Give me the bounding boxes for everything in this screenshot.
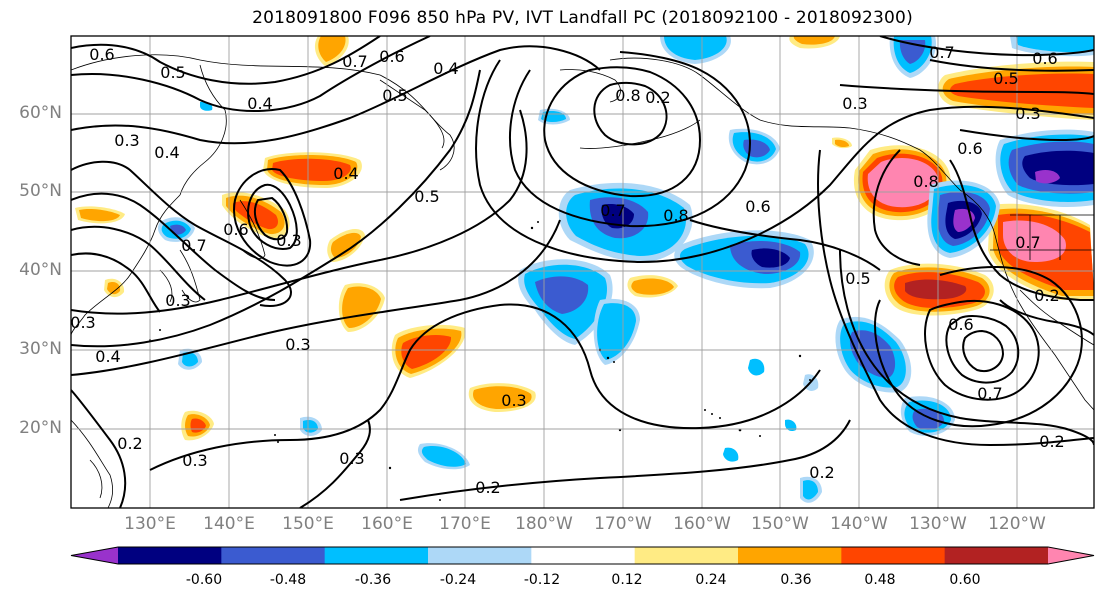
coastlines [71,54,1094,508]
lon-label: 120°W [988,514,1046,534]
ivt-contours [71,36,1094,508]
colorbar-tick-label: -0.60 [185,572,223,588]
colorbar-swatch [531,547,636,564]
colorbar-tick-label: -0.24 [439,572,477,588]
lon-label: 130°W [909,514,967,534]
lon-label: 130°E [124,514,176,534]
contour-label: 0.6 [223,220,248,239]
pv-shading [75,36,1094,503]
contour-label: 0.2 [645,88,670,107]
contour-label: 0.3 [114,131,139,150]
colorbar-swatch [118,547,222,564]
colorbar-swatch [324,547,429,564]
contour-label: 0.5 [160,63,185,82]
contour-label: 0.7 [600,201,625,220]
lon-label: 150°E [282,514,334,534]
colorbar-swatch [428,547,532,564]
contour-label: 0.5 [382,86,407,105]
lat-label: 40°N [19,260,62,280]
contour-label: 0.5 [845,269,870,288]
colorbar-swatch [944,547,1049,564]
contour-label: 0.3 [70,313,95,332]
contour-label: 0.2 [809,463,834,482]
colorbar-tick-label: -0.36 [354,572,392,588]
contour-label: 0.4 [433,59,458,78]
colorbar-tick-label: -0.48 [269,572,307,588]
lon-label: 160°E [361,514,413,534]
contour-label: 0.4 [247,94,272,113]
contour-label: 0.2 [475,478,500,497]
contour-label: 0.7 [181,236,206,255]
contour-label: 0.8 [663,206,688,225]
lon-label: 160°W [673,514,731,534]
contour-label: 0.2 [1039,432,1064,451]
contour-label: 0.7 [929,43,954,62]
contour-label: 0.8 [615,86,640,105]
contour-label: 0.3 [165,291,190,310]
colorbar-outline [70,546,1095,565]
colorbar-tick-label: 0.48 [864,572,896,588]
colorbar-tick-label: 0.36 [780,572,812,588]
contour-label: 0.4 [333,164,358,183]
lat-label: 30°N [19,339,62,359]
colorbar-tick-label: 0.24 [695,572,727,588]
contour-label: 0.3 [339,449,364,468]
contour-label: 0.7 [342,52,367,71]
colorbar-tick-label: 0.60 [949,572,981,588]
contour-label: 0.2 [117,434,142,453]
contour-label: 0.6 [745,197,770,216]
contour-label: 0.3 [285,335,310,354]
contour-label: 0.7 [1015,233,1040,252]
contour-label: 0.4 [95,347,120,366]
contour-label: 0.6 [957,139,982,158]
contour-label: 0.7 [977,384,1002,403]
colorbar-tick-label: -0.12 [523,572,561,588]
map-title: 2018091800 F096 850 hPa PV, IVT Landfall… [252,8,913,28]
colorbar-swatch [841,547,946,564]
contour-label: 0.5 [414,187,439,206]
lon-label: 170°W [594,514,652,534]
contour-label: 0.3 [182,451,207,470]
contour-label: 0.6 [89,45,114,64]
lon-label: 150°W [751,514,809,534]
contour-label: 0.8 [913,172,938,191]
lon-label: 170°E [439,514,491,534]
map-frame [70,35,1095,509]
colorbar-tick-label: 0.12 [611,572,643,588]
lon-label: 140°W [830,514,888,534]
contour-label: 0.3 [842,94,867,113]
lat-label: 50°N [19,181,62,201]
colorbar [70,546,1095,565]
lat-label: 20°N [19,418,62,438]
contour-label: 0.6 [948,315,973,334]
colorbar-swatch [634,547,739,564]
contour-label: 0.3 [276,231,301,250]
lon-label: 180°W [515,514,573,534]
contour-labels: 0.60.50.40.7 0.60.40.5 0.8 0.30.7 0.60.50.30… [70,43,1064,497]
contour-label: 0.5 [993,69,1018,88]
lon-label: 140°E [203,514,255,534]
contour-label: 0.6 [1032,49,1057,68]
colorbar-extend-high [1048,547,1094,564]
colorbar-swatch [221,547,326,564]
contour-label: 0.3 [1015,104,1040,123]
colorbar-extend-low [71,547,118,564]
contour-label: 0.6 [379,47,404,66]
contour-label: 0.4 [154,143,179,162]
contour-label: 0.3 [501,391,526,410]
lat-label: 60°N [19,103,62,123]
contour-label: 0.2 [1034,286,1059,305]
colorbar-swatch [738,547,842,564]
